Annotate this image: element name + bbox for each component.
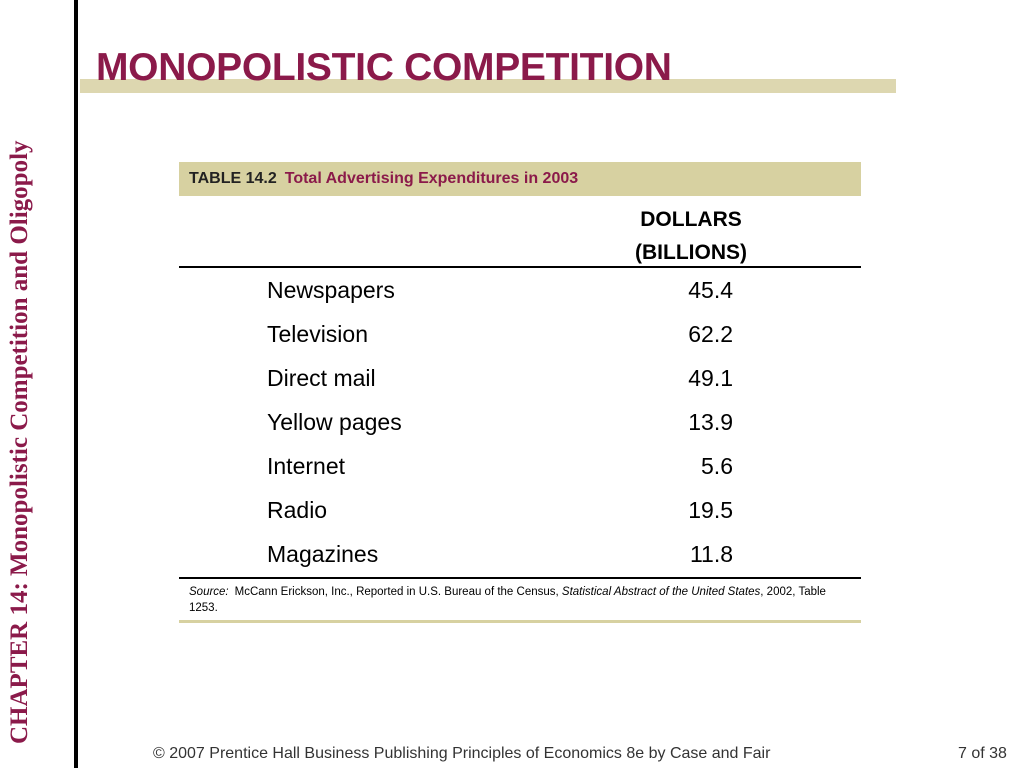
row-value: 45.4 bbox=[688, 277, 733, 303]
source-text-end: , 2002, Table 1253. bbox=[189, 586, 826, 614]
table-caption-bar: TABLE 14.2 Total Advertising Expenditure… bbox=[179, 162, 861, 196]
source-note: Source: McCann Erickson, Inc., Reported i… bbox=[189, 584, 849, 616]
row-category: Direct mail bbox=[267, 365, 376, 391]
table-row: Magazines 11.8 bbox=[179, 532, 861, 576]
column-header-line1: DOLLARS bbox=[640, 208, 742, 231]
footer-rule bbox=[179, 577, 861, 579]
row-category: Yellow pages bbox=[267, 409, 402, 435]
row-value: 11.8 bbox=[689, 541, 733, 567]
column-header: DOLLARS (BILLIONS) bbox=[600, 203, 782, 269]
table-bottom-band bbox=[179, 620, 861, 623]
row-category: Television bbox=[267, 321, 368, 347]
table-row: Direct mail 49.1 bbox=[179, 356, 861, 400]
row-value: 49.1 bbox=[688, 365, 733, 391]
source-text: McCann Erickson, Inc., Reported in U.S. … bbox=[234, 586, 559, 598]
table-row: Newspapers 45.4 bbox=[179, 268, 861, 312]
title-underline-band bbox=[80, 79, 896, 93]
table-caption: Total Advertising Expenditures in 2003 bbox=[284, 170, 579, 187]
row-category: Newspapers bbox=[267, 277, 395, 303]
row-value: 13.9 bbox=[688, 409, 733, 435]
header-rule bbox=[179, 266, 861, 268]
row-value: 62.2 bbox=[688, 321, 733, 347]
table-row: Internet 5.6 bbox=[179, 444, 861, 488]
row-category: Radio bbox=[267, 497, 328, 523]
row-category: Internet bbox=[267, 453, 345, 479]
chapter-side-title: CHAPTER 14: Monopolistic Competition and… bbox=[6, 140, 33, 744]
column-header-line2: (BILLIONS) bbox=[635, 241, 747, 264]
table-row: Television 62.2 bbox=[179, 312, 861, 356]
table-number: TABLE 14.2 bbox=[189, 170, 277, 187]
page-number: 7 of 38 bbox=[958, 745, 1007, 762]
table-row: Yellow pages 13.9 bbox=[179, 400, 861, 444]
table-row: Radio 19.5 bbox=[179, 488, 861, 532]
row-category: Magazines bbox=[267, 541, 379, 567]
source-publication: Statistical Abstract of the United State… bbox=[561, 586, 761, 598]
row-value: 19.5 bbox=[688, 497, 733, 523]
row-value: 5.6 bbox=[701, 453, 733, 479]
slide-title: MONOPOLISTIC COMPETITION bbox=[96, 46, 672, 89]
source-label: Source: bbox=[189, 586, 229, 598]
vertical-divider bbox=[74, 0, 78, 768]
footer-copyright: © 2007 Prentice Hall Business Publishing… bbox=[153, 745, 771, 762]
